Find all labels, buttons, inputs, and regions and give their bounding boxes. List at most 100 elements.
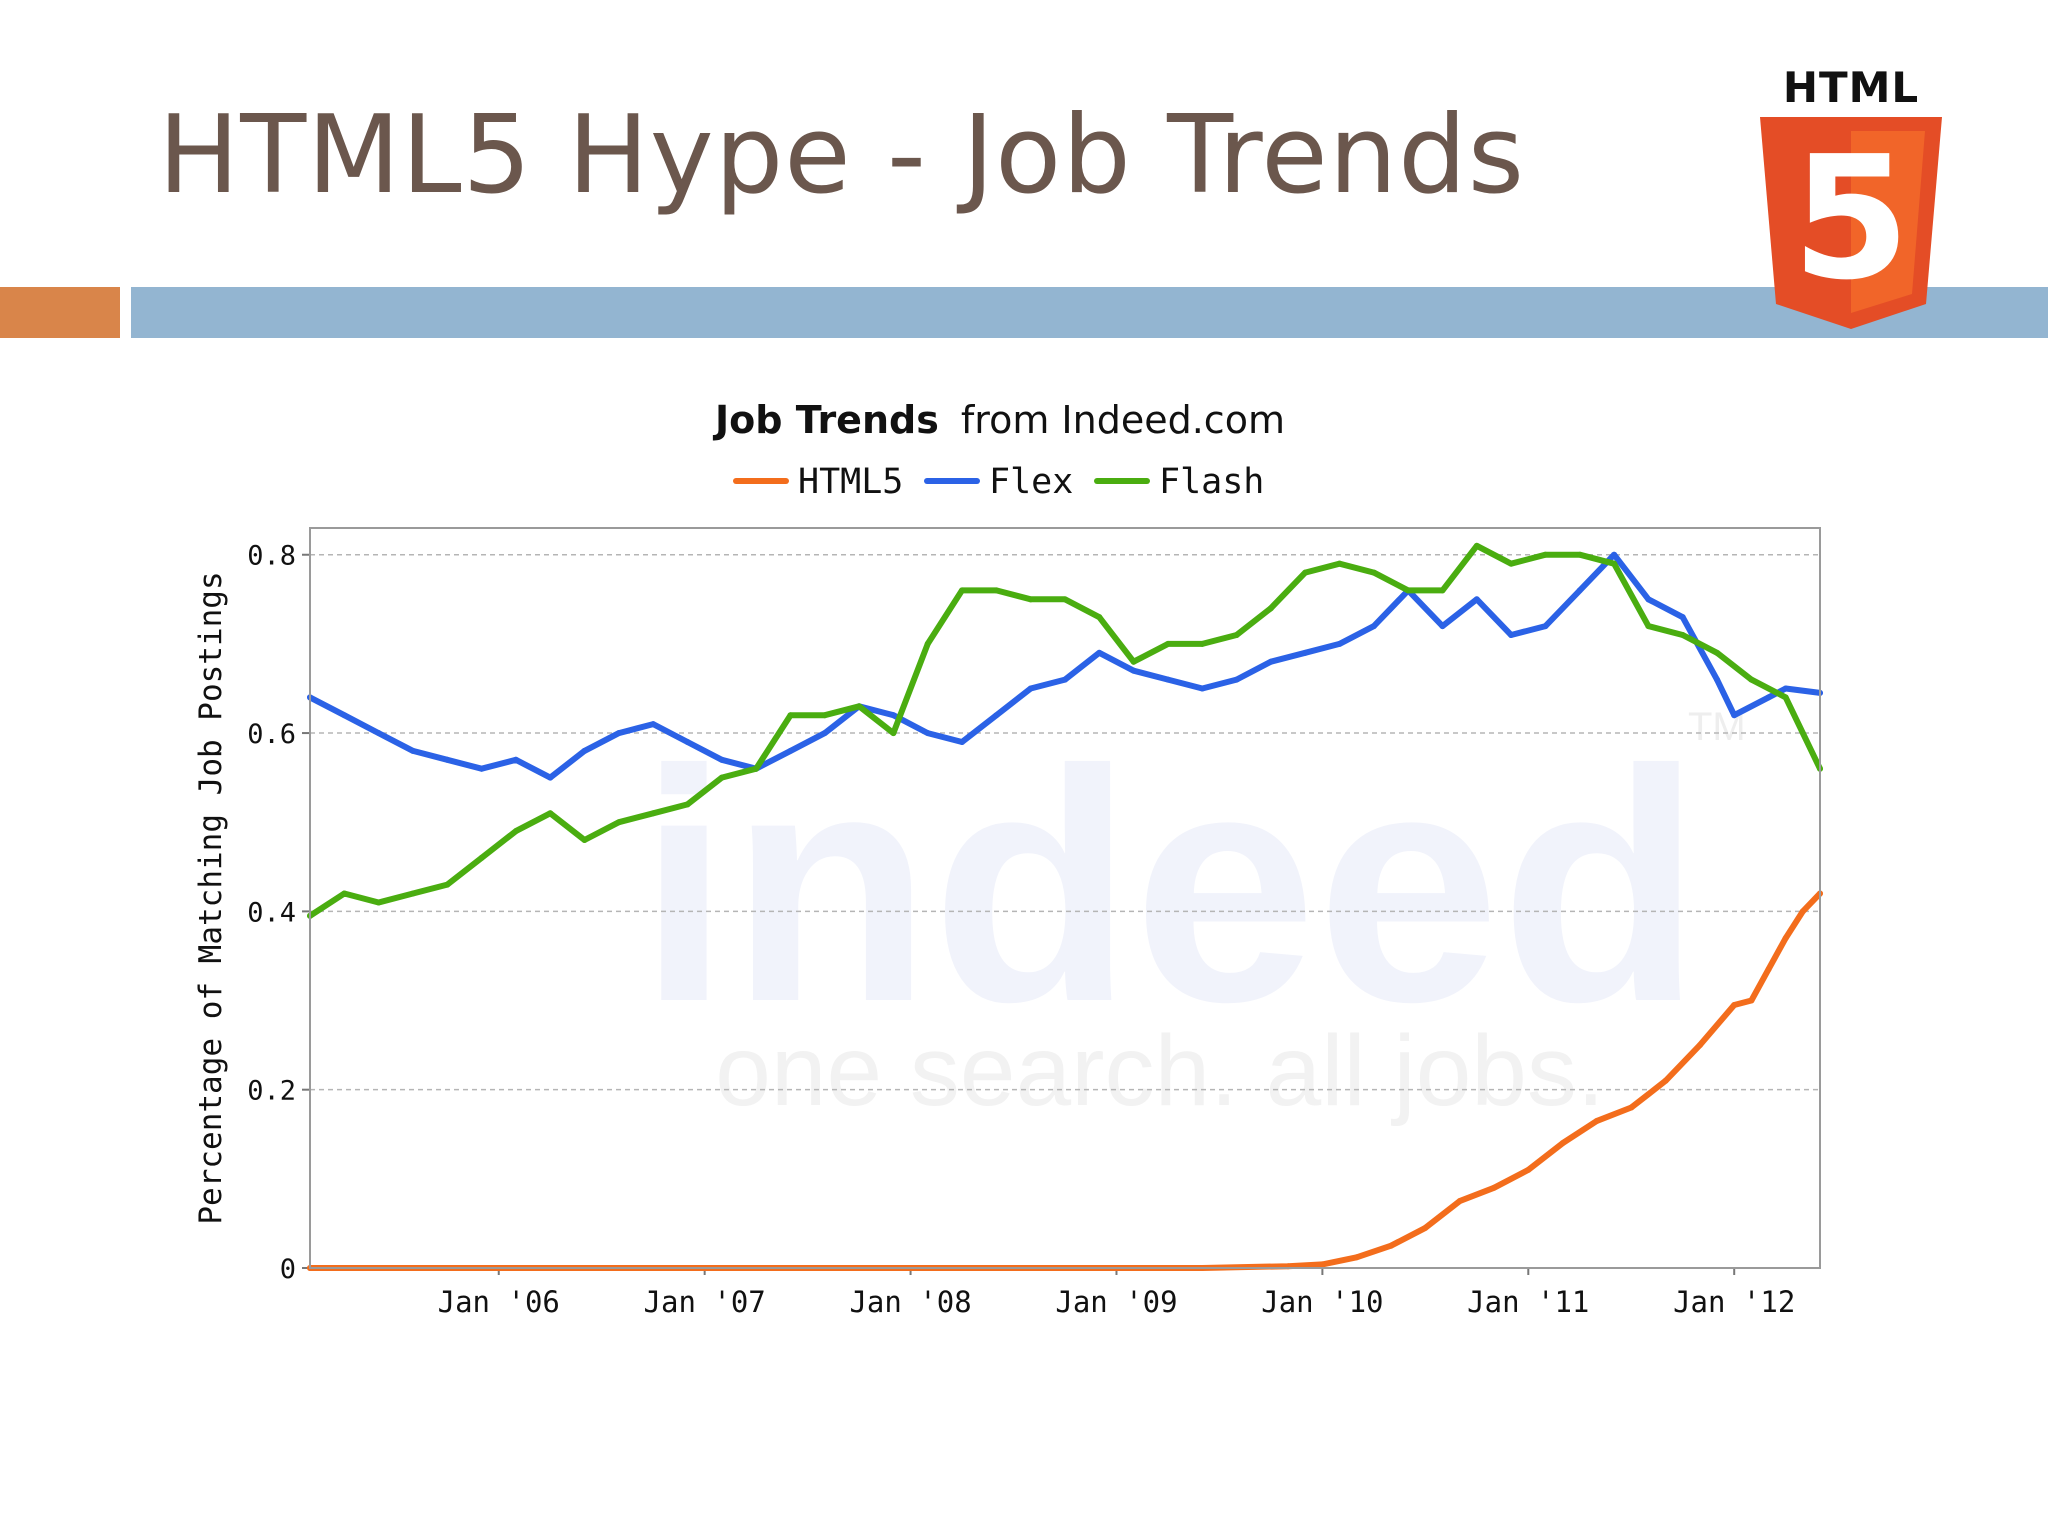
data-point-flex <box>1233 676 1240 683</box>
y-axis-ticks: 0 0.2 0.4 0.6 0.8 <box>247 541 310 1285</box>
data-point-flex <box>1267 658 1274 665</box>
data-point-flash <box>1473 542 1480 549</box>
data-point-flex <box>478 765 485 772</box>
x-tick-label: Jan '08 <box>849 1285 971 1319</box>
data-point-flex <box>1645 596 1652 603</box>
data-point-flash <box>753 765 760 772</box>
data-point-html5 <box>1353 1254 1360 1261</box>
y-tick-label: 0.6 <box>247 719 296 750</box>
data-point-flex <box>684 738 691 745</box>
data-point-flash <box>993 587 1000 594</box>
title-accent-bar-orange <box>0 287 120 338</box>
data-point-flash <box>478 854 485 861</box>
y-tick-label: 0 <box>280 1254 296 1285</box>
data-point-flex <box>409 747 416 754</box>
legend-label-flash: Flash <box>1159 462 1264 502</box>
data-point-flash <box>1508 560 1515 567</box>
html5-shield-icon: 5 <box>1760 117 1942 329</box>
y-tick-label: 0.4 <box>247 897 296 928</box>
data-point-flex <box>1096 649 1103 656</box>
data-point-flex <box>993 712 1000 719</box>
data-point-flex <box>1714 676 1721 683</box>
data-point-flash <box>1645 623 1652 630</box>
data-point-flex <box>1765 694 1772 701</box>
x-tick-label: Jan '07 <box>644 1285 766 1319</box>
data-point-flex <box>1027 685 1034 692</box>
data-point-flash <box>375 899 382 906</box>
data-point-flex <box>581 747 588 754</box>
data-point-html5 <box>1782 935 1789 942</box>
data-point-flex <box>787 747 794 754</box>
data-point-flex <box>615 730 622 737</box>
data-point-html5 <box>1696 1042 1703 1049</box>
data-point-flash <box>890 730 897 737</box>
chart-title: Job Trends from Indeed.com <box>712 398 1285 442</box>
data-point-html5 <box>1456 1198 1463 1205</box>
data-point-flex <box>444 756 451 763</box>
data-point-flash <box>512 828 519 835</box>
chart-series <box>307 542 1823 1271</box>
data-point-flex <box>924 730 931 737</box>
indeed-watermark: indeed one search. all jobs. TM <box>638 701 1746 1127</box>
data-point-flash <box>1233 631 1240 638</box>
data-point-flash <box>1714 649 1721 656</box>
data-point-flex <box>1576 587 1583 594</box>
data-point-flash <box>1748 676 1755 683</box>
data-point-flex <box>650 721 657 728</box>
data-point-flex <box>1370 623 1377 630</box>
data-point-html5 <box>1559 1140 1566 1147</box>
data-point-flash <box>615 819 622 826</box>
y-tick-label: 0.8 <box>247 541 296 572</box>
data-point-html5 <box>1765 966 1772 973</box>
data-point-flash <box>547 810 554 817</box>
series-flash <box>307 542 1823 919</box>
html5-logo-digit: 5 <box>1792 120 1910 318</box>
y-axis-label: Percentage of Matching Job Postings <box>193 571 229 1224</box>
data-point-flex <box>1302 649 1309 656</box>
data-point-flash <box>1370 569 1377 576</box>
data-point-flash <box>1782 694 1789 701</box>
data-point-flex <box>1542 623 1549 630</box>
chart-legend: HTML5 Flex Flash <box>733 462 1264 502</box>
data-point-flex <box>512 756 519 763</box>
plot-area-frame <box>309 527 1821 1269</box>
data-point-html5 <box>1490 1184 1497 1191</box>
legend-label-html5: HTML5 <box>798 462 903 502</box>
x-tick-label: Jan '12 <box>1673 1285 1795 1319</box>
data-point-flex <box>890 712 897 719</box>
data-point-html5 <box>1628 1104 1635 1111</box>
data-point-flex <box>375 730 382 737</box>
legend-label-flex: Flex <box>989 462 1073 502</box>
html5-logo: HTML 5 <box>1755 62 1947 330</box>
data-point-flex <box>1439 623 1446 630</box>
data-point-flash <box>1027 596 1034 603</box>
data-point-flash <box>787 712 794 719</box>
data-point-flex <box>821 730 828 737</box>
data-point-flex <box>1611 551 1618 558</box>
data-point-flex <box>1731 712 1738 719</box>
data-point-html5 <box>1799 908 1806 915</box>
data-point-flash <box>1542 551 1549 558</box>
data-point-html5 <box>1662 1077 1669 1084</box>
data-point-flex <box>1473 596 1480 603</box>
data-point-flash <box>444 881 451 888</box>
data-point-flex <box>1508 631 1515 638</box>
data-point-flex <box>1199 685 1206 692</box>
data-point-flash <box>1199 640 1206 647</box>
x-tick-label: Jan '06 <box>438 1285 560 1319</box>
data-point-flash <box>684 801 691 808</box>
x-tick-label: Jan '10 <box>1261 1285 1383 1319</box>
html5-logo-word: HTML <box>1782 63 1920 112</box>
data-point-flash <box>1576 551 1583 558</box>
x-tick-label: Jan '11 <box>1467 1285 1589 1319</box>
chart-title-rest: from Indeed.com <box>961 398 1285 442</box>
data-point-flash <box>1679 631 1686 638</box>
data-point-flash <box>581 837 588 844</box>
data-point-flash <box>1130 658 1137 665</box>
data-point-flash <box>1611 560 1618 567</box>
data-point-flash <box>1062 596 1068 603</box>
data-point-flex <box>1782 685 1789 692</box>
data-point-flash <box>856 703 863 710</box>
data-point-html5 <box>1748 997 1755 1004</box>
